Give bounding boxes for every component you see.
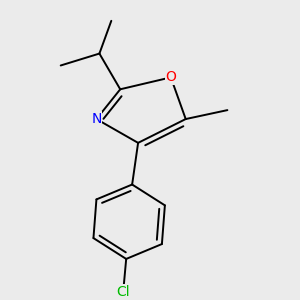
Text: Cl: Cl (116, 285, 130, 299)
Text: N: N (91, 112, 102, 126)
Text: O: O (165, 70, 176, 84)
